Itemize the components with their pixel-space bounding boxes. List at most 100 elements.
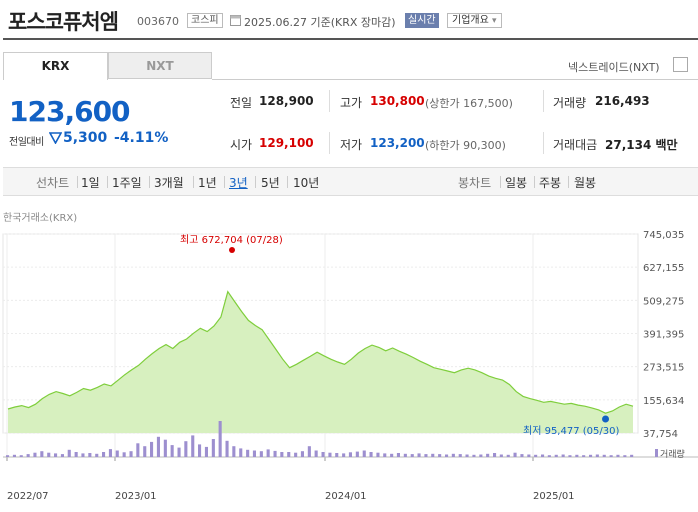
volume-bar	[541, 454, 545, 457]
period-1w[interactable]: 1주일	[112, 176, 142, 190]
volume-bar	[225, 440, 229, 457]
current-price: 123,600	[9, 95, 131, 128]
period-10y[interactable]: 10년	[293, 176, 320, 190]
volume-bar	[424, 454, 428, 457]
max-point-marker	[229, 247, 235, 253]
period-1y[interactable]: 1년	[198, 176, 217, 190]
x-tick-label: 2023/01	[115, 491, 157, 502]
volume-bar	[513, 452, 517, 457]
nxt-toggle-label: 넥스트레이드(NXT)	[568, 61, 660, 74]
volume-bar	[191, 435, 195, 457]
min-point-marker	[602, 415, 610, 423]
volume-bar	[451, 453, 455, 457]
volume-bar	[417, 453, 421, 457]
volume-bar	[246, 449, 250, 457]
amount-label: 거래대금	[553, 138, 598, 152]
volume-bar	[19, 455, 23, 457]
volume-bar	[465, 454, 469, 457]
volume-bar	[102, 452, 106, 457]
company-overview-button[interactable]: 기업개요 ▾	[447, 13, 502, 28]
volume-bar	[458, 454, 462, 457]
volume-bar	[211, 439, 215, 457]
candle-chart-label: 봉차트	[458, 176, 492, 190]
y-tick-label: 37,754	[643, 429, 678, 440]
prev-close-value: 128,900	[259, 94, 314, 108]
volume-bar	[198, 444, 202, 457]
tab-nxt[interactable]: NXT	[108, 52, 212, 79]
high-label: 고가	[340, 96, 363, 110]
volume-bar	[184, 441, 188, 457]
candle-weekly[interactable]: 주봉	[539, 176, 562, 190]
volume-bar	[115, 450, 119, 457]
volume-bar	[602, 454, 606, 457]
period-3m[interactable]: 3개월	[154, 176, 184, 190]
candle-daily[interactable]: 일봉	[505, 176, 528, 190]
volume-bar	[362, 450, 366, 457]
volume-bar	[122, 452, 126, 457]
nxt-toggle-checkbox[interactable]	[673, 57, 688, 72]
volume-bar	[527, 454, 531, 457]
company-overview-label: 기업개요	[452, 15, 489, 26]
open-label: 시가	[230, 138, 253, 152]
volume-bar	[307, 446, 311, 457]
volume-bar	[369, 452, 373, 457]
realtime-badge[interactable]: 실시간	[405, 13, 439, 28]
low-label: 저가	[340, 138, 363, 152]
volume-bar	[33, 452, 37, 457]
volume-bar	[390, 453, 394, 457]
volume-value: 216,493	[595, 94, 650, 108]
volume-bar	[280, 452, 284, 457]
volume-bar	[136, 443, 140, 457]
stock-name: 포스코퓨처엠	[8, 10, 119, 34]
volume-bar	[81, 453, 85, 457]
x-tick-label: 2025/01	[533, 491, 575, 502]
volume-bar	[12, 454, 16, 457]
volume-bar	[266, 449, 270, 457]
y-tick-label: 273,515	[643, 363, 684, 374]
volume-bar	[623, 455, 627, 457]
open-value: 129,100	[259, 136, 314, 150]
tab-krx[interactable]: KRX	[3, 52, 108, 80]
volume-bar	[88, 453, 92, 457]
stat-divider	[543, 132, 544, 154]
price-change-rate: -4.11%	[114, 130, 169, 146]
volume-bar	[486, 453, 490, 457]
volume-bar	[259, 451, 263, 457]
volume-bar	[472, 454, 476, 457]
volume-bar	[595, 454, 599, 457]
volume-bar	[294, 452, 298, 457]
volume-bar	[314, 450, 318, 457]
low-value: 123,200	[370, 136, 425, 150]
volume-bar	[493, 453, 497, 457]
volume-bar	[273, 450, 277, 457]
period-1d[interactable]: 1일	[81, 176, 100, 190]
volume-bar	[26, 454, 30, 457]
volume-bar	[630, 454, 634, 457]
y-tick-label: 155,634	[643, 396, 684, 407]
amount-value: 27,134 백만	[605, 138, 678, 152]
volume-bar	[108, 449, 112, 457]
header-divider	[3, 38, 698, 40]
calendar-icon	[230, 15, 241, 26]
upper-limit: (상한가 167,500)	[425, 97, 513, 110]
period-5y[interactable]: 5년	[261, 176, 280, 190]
volume-bar	[547, 455, 551, 457]
volume-bar	[40, 451, 44, 457]
period-3y[interactable]: 3년	[229, 176, 248, 190]
candle-monthly[interactable]: 월봉	[574, 176, 597, 190]
y-tick-label: 627,155	[643, 263, 684, 274]
volume-label: 거래량	[553, 96, 587, 110]
volume-bar	[348, 452, 352, 457]
prev-close-label: 전일	[230, 96, 253, 110]
chart-period-toolbar: 선차트 1일 1주일 3개월 1년 3년 5년 10년 봉차트 일봉 주봉 월봉	[3, 167, 698, 196]
volume-bar	[67, 449, 71, 457]
volume-bar	[287, 452, 291, 457]
market-badge: 코스피	[187, 13, 223, 28]
chevron-down-icon: ▾	[492, 16, 497, 26]
volume-bar	[396, 453, 400, 457]
volume-bar	[170, 445, 174, 457]
volume-bar	[218, 421, 222, 457]
volume-bar	[438, 454, 442, 457]
volume-bar	[355, 451, 359, 457]
